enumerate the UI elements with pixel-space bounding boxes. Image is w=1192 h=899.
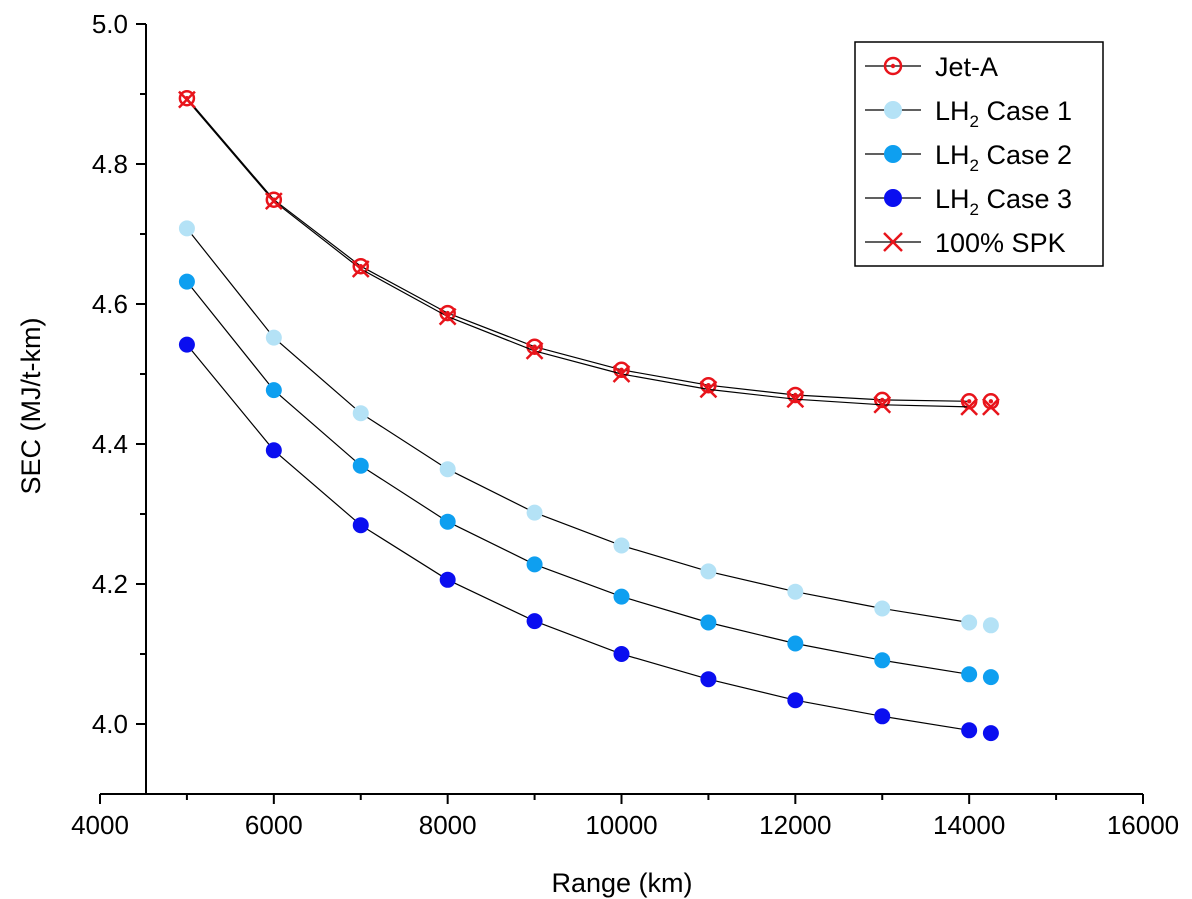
legend: Jet-A LH2 Case 1 LH2 Case 2 LH2 Case 3 100% …: [854, 41, 1104, 267]
x-axis-title: Range (km): [551, 868, 692, 898]
data-point: [439, 461, 456, 478]
series-line: [186, 281, 970, 675]
x-tick-label: 16000: [1107, 810, 1179, 840]
data-point: [873, 395, 892, 414]
y-tick-label: 4.4: [92, 429, 128, 459]
legend-item: Jet-A: [865, 52, 998, 82]
data-point: [352, 405, 369, 422]
legend-label: LH2 Case 2: [935, 140, 1072, 175]
series-100-spk: [178, 90, 1000, 416]
data-point: [874, 391, 891, 409]
series-line: [186, 344, 970, 731]
data-point: [613, 646, 630, 662]
y-axis-title: SEC (MJ/t-km): [16, 318, 46, 495]
data-point: [961, 614, 978, 631]
legend-item: 100% SPK: [865, 228, 1066, 258]
legend-marker: [884, 145, 902, 163]
legend-item: LH2 Case 1: [865, 96, 1072, 131]
data-point: [787, 635, 804, 652]
plot-layer: [178, 89, 1000, 742]
data-point: [613, 361, 630, 379]
series-line: [186, 99, 970, 408]
series-line: [186, 97, 970, 402]
data-point: [874, 652, 891, 669]
data-point: [352, 457, 369, 474]
legend-marker: [884, 189, 902, 207]
legend-label: 100% SPK: [935, 228, 1066, 258]
x-tick-label: 4000: [71, 810, 129, 840]
data-point: [982, 669, 999, 686]
legend-label: LH2 Case 3: [935, 184, 1072, 219]
data-point: [961, 722, 978, 739]
x-tick-label: 12000: [759, 810, 831, 840]
legend-marker: [883, 232, 903, 252]
data-point: [265, 442, 282, 459]
data-point: [439, 571, 456, 588]
legend-label: LH2 Case 1: [935, 96, 1072, 131]
x-tick-label: 6000: [245, 810, 303, 840]
y-tick-label: 4.8: [92, 149, 128, 179]
data-point: [982, 725, 999, 742]
series-line: [186, 228, 970, 624]
data-point: [874, 600, 891, 617]
x-tick-label: 14000: [933, 810, 1005, 840]
y-tick-label: 4.2: [92, 569, 128, 599]
data-point: [178, 336, 195, 353]
data-point: [700, 614, 717, 631]
data-point: [874, 708, 891, 725]
data-point: [786, 390, 805, 409]
data-point: [526, 504, 543, 521]
legend-label: Jet-A: [935, 52, 998, 82]
data-point: [960, 398, 979, 416]
legend-item: LH2 Case 3: [865, 184, 1072, 219]
series-lh2-case-3: [178, 336, 999, 742]
data-point: [526, 338, 543, 355]
x-tick-label: 8000: [419, 810, 477, 840]
legend-item: LH2 Case 2: [865, 140, 1072, 175]
data-point: [982, 617, 999, 634]
data-point: [961, 666, 978, 683]
data-point: [787, 583, 804, 600]
data-point: [700, 376, 717, 394]
y-tick-label: 4.0: [92, 709, 128, 739]
data-point: [787, 386, 804, 404]
data-point: [178, 220, 195, 237]
data-point: [613, 588, 630, 605]
legend-marker: [884, 101, 902, 119]
data-point: [264, 192, 283, 210]
y-tick-label: 5.0: [92, 9, 128, 39]
data-point: [526, 556, 543, 573]
data-point: [612, 365, 631, 383]
data-point: [700, 671, 717, 688]
data-point: [613, 537, 630, 554]
x-tick-label: 10000: [585, 810, 657, 840]
data-point: [438, 307, 457, 326]
data-point: [700, 563, 717, 580]
data-point: [439, 513, 456, 530]
data-point: [352, 517, 369, 534]
series-lh2-case-2: [178, 273, 999, 686]
data-point: [265, 382, 282, 399]
y-tick-label: 4.6: [92, 289, 128, 319]
data-point: [699, 380, 718, 399]
data-point: [178, 273, 195, 290]
data-point: [982, 398, 1000, 416]
legend-marker: [883, 56, 903, 76]
series-lh2-case-1: [178, 220, 999, 634]
data-point: [351, 260, 370, 278]
axes-layer: 4000 6000 8000 10000 12000 14000 16000 4.0 4.2 4.…: [71, 9, 1179, 840]
data-point: [265, 329, 282, 346]
data-point: [178, 90, 196, 109]
data-point: [787, 692, 804, 709]
data-point: [525, 342, 544, 360]
data-point: [526, 613, 543, 630]
